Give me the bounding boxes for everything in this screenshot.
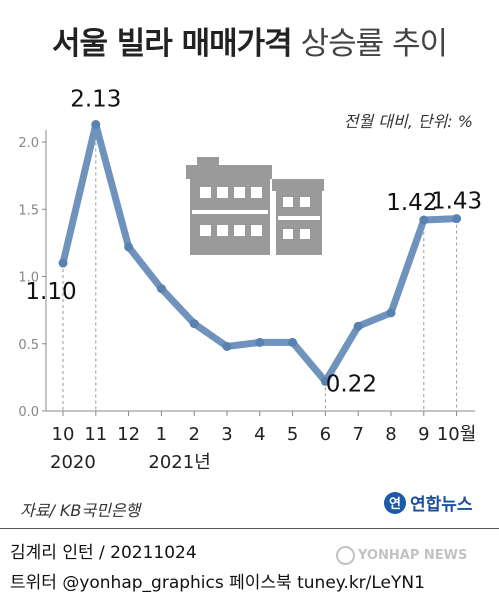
data-point [189,319,199,329]
building-cornice [186,165,272,179]
data-label: 1.10 [25,279,76,305]
building-ledge [278,216,320,220]
x-tick-label: 3 [221,424,232,445]
x-year-label: 2020 [50,452,96,473]
building-roof-block [197,157,219,167]
x-tick-label: 12 [117,424,140,445]
data-label: 1.43 [431,189,482,215]
building-window [251,187,262,198]
x-tick-label: 10 [52,424,75,445]
building-ledge [192,210,268,214]
data-label: 0.22 [326,371,377,397]
building-icon [186,157,324,255]
building-window [300,229,310,239]
data-point [91,120,101,130]
data-point [222,341,232,351]
unit-note: 전월 대비, 단위: % [343,112,473,131]
x-tick-label: 9 [418,424,429,445]
data-point [124,242,134,252]
y-tick-label: 0.0 [18,405,39,420]
page-title: 서울 빌라 매매가격 상승률 추이 [0,18,499,63]
x-tick-label: 2 [188,424,199,445]
building-right [276,191,322,255]
data-point [386,308,396,318]
yonhap-logo: 연 연합뉴스 [384,490,473,515]
x-year-label: 2021년 [148,452,210,473]
x-tick-label: 4 [254,424,265,445]
data-point [58,258,68,268]
logo-mark-icon: 연 [384,491,406,514]
data-label: 1.42 [386,190,437,216]
watermark-text: YONHAP NEWS [358,548,468,563]
x-tick-label: 7 [352,424,363,445]
building-right-cornice [272,179,324,191]
watermark: YONHAP NEWS [336,546,467,565]
data-point [288,337,298,347]
building-window [283,197,293,207]
building-window [200,225,211,236]
x-tick-label: 8 [385,424,396,445]
divider [0,528,499,529]
building-window [200,187,211,198]
building-window [234,225,245,236]
data-point [452,214,462,224]
logo-text: 연합뉴스 [410,495,473,515]
building-window [300,197,310,207]
data-point [156,284,166,294]
source-note: 자료/ KB국민은행 [20,501,141,520]
data-point [320,376,330,386]
x-tick-label: 10월 [437,424,476,445]
data-point [255,337,265,347]
building-window [217,225,228,236]
building-window [283,229,293,239]
y-tick-label: 0.5 [18,338,39,353]
credit-line: 김계리 인턴 / 20211024 [10,543,197,563]
y-tick-label: 1.0 [18,271,39,286]
building-window [217,187,228,198]
building-window [234,187,245,198]
title-sub: 상승률 추이 [300,26,448,62]
y-tick-label: 2.0 [18,136,39,151]
x-tick-label: 11 [84,424,107,445]
data-point [353,321,363,331]
watermark-circle-icon [336,546,355,565]
x-tick-label: 6 [320,424,331,445]
data-point [419,215,429,225]
x-tick-label: 1 [156,424,167,445]
title-main: 서울 빌라 매매가격 [51,26,293,62]
social-line: 트위터 @yonhap_graphics 페이스북 tuney.kr/LeYN1 [10,573,425,593]
y-tick-label: 1.5 [18,203,39,218]
data-label: 2.13 [70,87,121,113]
x-tick-label: 5 [287,424,298,445]
building-window [251,225,262,236]
